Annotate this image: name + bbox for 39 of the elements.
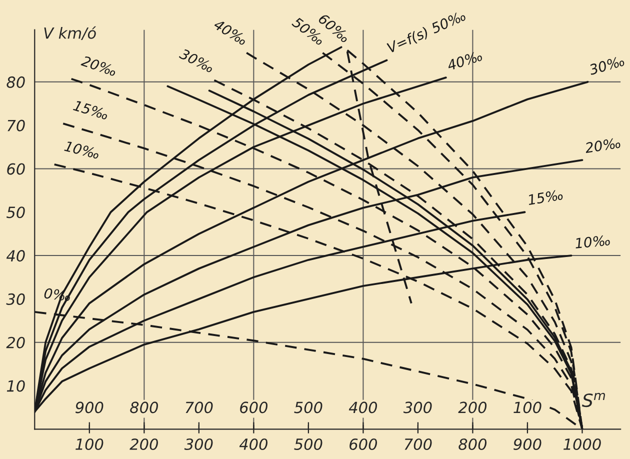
text: 15‰: [72, 100, 109, 120]
x2-tick-label: 300: [403, 402, 432, 414]
text: 40‰: [446, 50, 483, 71]
text: 20‰: [80, 55, 118, 76]
text: 20‰: [584, 137, 621, 154]
x-tick-label: 900: [514, 438, 542, 450]
y-axis-title: V km/ó: [44, 26, 96, 40]
y-tick-label: 30: [6, 293, 25, 305]
x2-tick-label: 800: [130, 402, 158, 414]
x-tick-label: 300: [184, 438, 213, 450]
text: 10‰: [574, 234, 610, 249]
y-tick-label: 20: [6, 336, 25, 348]
x-tick-label: 700: [404, 438, 432, 450]
y-tick-label: 10: [6, 380, 25, 392]
y-tick-label: 40: [6, 250, 25, 262]
x-tick-label: 400: [239, 438, 268, 450]
x-tick-label: 100: [76, 438, 104, 450]
x2-tick-label: 400: [348, 402, 378, 414]
text: 15‰: [527, 189, 564, 206]
x2-tick-label: 100: [514, 402, 542, 414]
y-tick-label: 60: [7, 163, 25, 175]
x-axis-title: S$^{m}$: [582, 392, 605, 408]
x-tick-label: 1000: [564, 438, 601, 450]
y-tick-label: 80: [6, 76, 25, 88]
x-tick-label: 800: [458, 438, 487, 450]
text: 30‰: [178, 48, 215, 74]
x2-tick-label: 900: [75, 402, 104, 414]
x-tick-label: 500: [294, 438, 322, 450]
y-tick-label: 70: [8, 120, 25, 132]
x-tick-label: 200: [130, 438, 158, 450]
x2-tick-label: 200: [458, 402, 487, 414]
y-tick-label: 50: [6, 206, 25, 218]
x2-tick-label: 700: [186, 402, 213, 414]
text: 40‰: [212, 18, 248, 46]
text: 30‰: [588, 55, 625, 76]
x2-tick-label: 600: [240, 402, 268, 414]
x-tick-label: 600: [350, 438, 378, 450]
text: 10‰: [64, 140, 100, 160]
x2-tick-label: 500: [294, 402, 322, 414]
